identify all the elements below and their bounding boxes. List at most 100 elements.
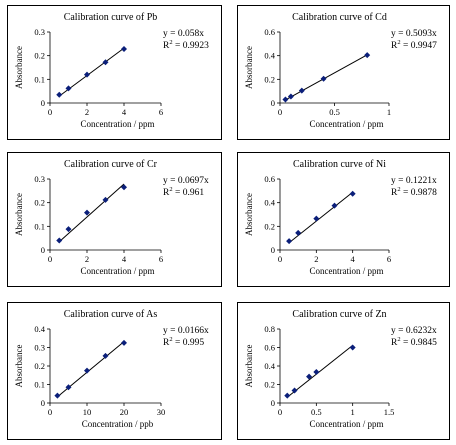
x-tick-label: 0	[278, 254, 282, 264]
data-point	[313, 215, 320, 222]
x-tick-label: 2	[314, 254, 318, 264]
chart-svg: Calibration curve of Ni 0 0.2 0.4 0.6 0 2 4 6Con…	[244, 159, 437, 276]
r-squared-label: R2 = 0.9923	[163, 39, 209, 51]
data-point	[102, 196, 109, 203]
data-point	[65, 85, 72, 92]
y-tick-label: 0	[271, 245, 275, 255]
y-tick-label: 0	[271, 98, 275, 108]
data-point	[331, 202, 338, 209]
data-point	[291, 387, 298, 394]
chart-svg: Calibration curve of Zn 0 0.2 0.4 0.6 0.8 0 0.5…	[244, 309, 437, 429]
y-tick-label: 0.1	[34, 380, 45, 390]
chart-title: Calibration curve of Ni	[293, 159, 386, 170]
chart-panel: Calibration curve of Ni 0 0.2 0.4 0.6 0 2 4 6 Con…	[237, 152, 450, 287]
y-tick-label: 0.6	[264, 27, 275, 37]
data-point	[121, 184, 127, 191]
x-tick-label: 0	[278, 107, 282, 117]
x-tick-label: 4	[122, 107, 127, 117]
x-axis-label: Concentration / ppm	[310, 419, 384, 429]
x-tick-label: 2	[85, 254, 89, 264]
x-tick-label: 0	[48, 254, 52, 264]
chart-svg: Calibration curve of Pb 0 0.1 0.2 0.3 0 2 4 6 Con…	[14, 12, 209, 129]
y-axis-label: Absorbance	[14, 46, 24, 89]
trendline-equation: y = 0.0166x	[163, 326, 209, 336]
chart-panel: Calibration curve of Zn 0 0.2 0.4 0.6 0.8 0 0.5…	[237, 302, 450, 440]
data-point	[364, 52, 371, 59]
chart-title: Calibration curve of Zn	[292, 309, 386, 320]
x-tick-label: 2	[85, 107, 89, 117]
x-tick-label: 1	[351, 407, 355, 417]
x-axis-label: Concentration / ppm	[310, 119, 384, 129]
y-tick-label: 0	[41, 245, 45, 255]
x-tick-label: 0	[48, 107, 52, 117]
data-point	[65, 384, 72, 391]
chart-svg: Calibration curve of As 0 0.1 0.2 0.3 0.4 0 10 2…	[14, 309, 209, 429]
x-tick-label: 0	[48, 407, 52, 417]
y-tick-label: 0.6	[264, 343, 275, 353]
x-tick-label: 0.5	[311, 407, 322, 417]
data-point	[282, 96, 289, 103]
data-point	[121, 339, 127, 346]
x-tick-label: 0	[278, 407, 282, 417]
x-axis-label: Concentration / ppm	[81, 119, 155, 129]
chart-svg: Calibration curve of Cr 0 0.1 0.2 0.3 0 2 4 6 Con…	[14, 159, 209, 276]
y-tick-label: 0.3	[34, 27, 45, 37]
r-squared-label: R2 = 0.995	[163, 336, 204, 348]
data-point	[84, 209, 90, 216]
y-tick-label: 0.6	[264, 174, 275, 184]
chart-title: Calibration curve of Cr	[64, 159, 158, 170]
y-tick-label: 0.4	[264, 51, 275, 61]
y-axis-label: Absorbance	[14, 345, 24, 388]
trendline-equation: y = 0.6232x	[391, 326, 437, 336]
data-point	[56, 91, 63, 98]
data-point	[102, 352, 109, 359]
y-axis-label: Absorbance	[244, 46, 254, 89]
chart-panel: Calibration curve of As 0 0.1 0.2 0.3 0.4 0 10 2…	[7, 302, 222, 440]
y-axis-label: Absorbance	[244, 193, 254, 236]
x-tick-label: 20	[120, 407, 129, 417]
chart-panel: Calibration curve of Pb 0 0.1 0.2 0.3 0 2 4 6 Con…	[7, 5, 222, 140]
chart-title: Calibration curve of As	[64, 309, 158, 320]
data-point	[54, 392, 61, 399]
data-point	[349, 190, 356, 197]
y-tick-label: 0.2	[34, 51, 45, 61]
x-tick-label: 10	[83, 407, 92, 417]
x-tick-label: 6	[159, 107, 163, 117]
r-squared-label: R2 = 0.9947	[391, 39, 437, 51]
data-point	[284, 392, 291, 399]
x-tick-label: 0.5	[329, 107, 340, 117]
data-point	[56, 237, 63, 244]
chart-title: Calibration curve of Pb	[64, 12, 158, 23]
data-point	[102, 59, 109, 66]
data-point	[287, 93, 294, 100]
y-tick-label: 0.2	[264, 380, 275, 390]
data-point	[306, 373, 313, 380]
y-tick-label: 0.3	[34, 174, 45, 184]
x-axis-label: Concentration / ppb	[82, 419, 154, 429]
trendline	[288, 191, 353, 244]
y-tick-label: 0	[41, 98, 45, 108]
x-tick-label: 4	[351, 254, 356, 264]
data-point	[313, 369, 320, 376]
data-point	[298, 87, 305, 94]
chart-svg: Calibration curve of Cd 0 0.2 0.4 0.6 0 0.5 1Co…	[244, 12, 437, 129]
y-tick-label: 0.2	[34, 361, 45, 371]
data-point	[121, 46, 127, 53]
trendline-equation: y = 0.0697x	[163, 176, 209, 186]
x-tick-label: 1	[387, 107, 391, 117]
y-tick-label: 0.2	[264, 74, 275, 84]
y-axis-label: Absorbance	[14, 193, 24, 236]
y-tick-label: 0.1	[34, 74, 45, 84]
r-squared-label: R2 = 0.961	[163, 186, 204, 198]
chart-panel: Calibration curve of Cd 0 0.2 0.4 0.6 0 0.5 1 Co…	[237, 5, 450, 140]
x-axis-label: Concentration / ppm	[310, 266, 384, 276]
y-tick-label: 0.2	[34, 198, 45, 208]
trendline-equation: y = 0.5093x	[391, 29, 437, 39]
trendline	[285, 54, 368, 101]
data-point	[320, 75, 327, 82]
r-squared-label: R2 = 0.9845	[391, 336, 437, 348]
y-tick-label: 0	[41, 398, 45, 408]
chart-title: Calibration curve of Cd	[292, 12, 387, 23]
data-point	[286, 238, 293, 245]
trendline-equation: y = 0.1221x	[391, 176, 437, 186]
